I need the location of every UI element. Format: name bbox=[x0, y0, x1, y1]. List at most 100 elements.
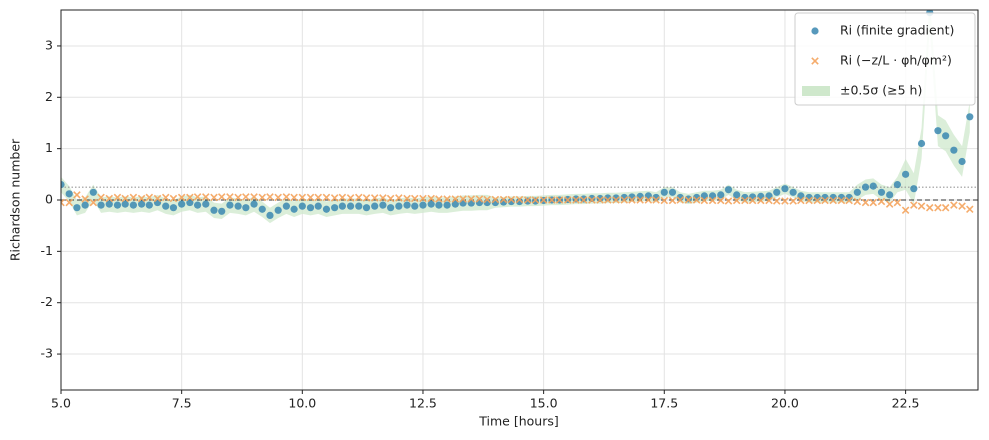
point bbox=[371, 202, 379, 210]
x-marker bbox=[177, 193, 186, 202]
x-marker bbox=[652, 196, 660, 204]
x-marker bbox=[539, 196, 548, 204]
point bbox=[298, 202, 306, 210]
x-marker bbox=[210, 193, 218, 202]
point bbox=[97, 201, 105, 209]
x-marker bbox=[459, 195, 467, 203]
x-marker bbox=[741, 196, 749, 205]
point bbox=[902, 170, 910, 178]
point bbox=[105, 200, 113, 208]
x-marker bbox=[636, 196, 644, 204]
point bbox=[282, 202, 290, 210]
x-marker bbox=[105, 194, 114, 203]
x-marker bbox=[676, 196, 684, 204]
x-marker bbox=[443, 195, 451, 203]
x-marker bbox=[708, 196, 717, 205]
point bbox=[210, 206, 218, 214]
x-marker bbox=[765, 196, 773, 205]
x-marker bbox=[475, 195, 484, 203]
x-marker bbox=[491, 195, 500, 204]
x-marker bbox=[483, 195, 491, 204]
x-marker bbox=[958, 202, 966, 210]
x-marker bbox=[612, 196, 620, 204]
x-marker bbox=[789, 197, 797, 205]
point bbox=[773, 188, 781, 196]
x-marker bbox=[379, 194, 387, 202]
point bbox=[73, 204, 81, 212]
x-marker bbox=[451, 195, 460, 203]
point bbox=[145, 201, 153, 209]
x-marker bbox=[314, 193, 323, 202]
x-marker bbox=[266, 193, 274, 201]
x-marker bbox=[861, 198, 870, 207]
point bbox=[950, 146, 958, 154]
x-marker bbox=[435, 195, 443, 203]
x-marker bbox=[845, 196, 853, 205]
legend-label: ±0.5σ (≥5 h) bbox=[840, 83, 922, 98]
x-marker bbox=[81, 195, 89, 203]
x-marker bbox=[298, 193, 307, 202]
x-marker bbox=[370, 194, 379, 202]
x-marker bbox=[145, 193, 154, 202]
legend-label: Ri (finite gradient) bbox=[840, 23, 954, 38]
point bbox=[668, 188, 677, 196]
point bbox=[162, 202, 170, 210]
y-tick-label: 1 bbox=[45, 140, 53, 155]
y-axis-label: Richardson number bbox=[8, 138, 23, 261]
sigma-band bbox=[61, 10, 970, 224]
x-marker bbox=[121, 194, 129, 203]
point bbox=[604, 194, 612, 202]
x-marker bbox=[748, 196, 757, 205]
y-tick-label: -1 bbox=[41, 243, 53, 258]
x-marker bbox=[250, 193, 258, 201]
x-marker bbox=[925, 203, 934, 212]
x-marker bbox=[757, 196, 765, 205]
x-marker bbox=[555, 196, 564, 204]
point bbox=[660, 188, 668, 196]
point bbox=[893, 180, 902, 189]
point bbox=[202, 200, 210, 208]
x-marker bbox=[274, 193, 282, 202]
x-marker bbox=[869, 198, 878, 207]
x-marker bbox=[330, 194, 339, 202]
point bbox=[121, 200, 129, 208]
x-marker bbox=[724, 197, 733, 205]
point bbox=[789, 188, 797, 196]
x-marker bbox=[531, 196, 540, 204]
x-marker bbox=[403, 194, 411, 203]
point bbox=[966, 113, 974, 121]
x-marker bbox=[523, 196, 532, 204]
y-tick-label: 0 bbox=[45, 192, 53, 207]
point bbox=[178, 200, 186, 208]
x-marker bbox=[258, 193, 267, 202]
x-marker bbox=[338, 193, 347, 202]
point bbox=[934, 127, 942, 135]
point bbox=[588, 194, 596, 203]
x-marker bbox=[716, 196, 725, 205]
point bbox=[218, 207, 226, 215]
point bbox=[314, 202, 322, 210]
point bbox=[886, 191, 894, 199]
x-marker bbox=[89, 198, 98, 207]
point bbox=[411, 202, 419, 210]
plot-area bbox=[61, 10, 978, 224]
x-marker bbox=[386, 194, 395, 203]
x-marker bbox=[322, 193, 331, 202]
point bbox=[435, 201, 443, 209]
x-marker bbox=[837, 196, 846, 205]
x-marker bbox=[813, 196, 822, 205]
x-marker bbox=[499, 195, 508, 204]
x-marker bbox=[61, 198, 65, 207]
x-marker bbox=[644, 196, 653, 204]
point bbox=[338, 202, 346, 210]
x-marker bbox=[588, 196, 596, 204]
x-marker bbox=[129, 193, 138, 202]
point bbox=[733, 191, 741, 199]
x-tick-label: 15.0 bbox=[530, 396, 558, 411]
point bbox=[427, 200, 435, 208]
x-marker bbox=[934, 203, 942, 212]
x-marker bbox=[73, 191, 81, 199]
point bbox=[331, 204, 339, 212]
y-tick-label: 2 bbox=[45, 89, 53, 104]
x-marker bbox=[427, 194, 435, 203]
